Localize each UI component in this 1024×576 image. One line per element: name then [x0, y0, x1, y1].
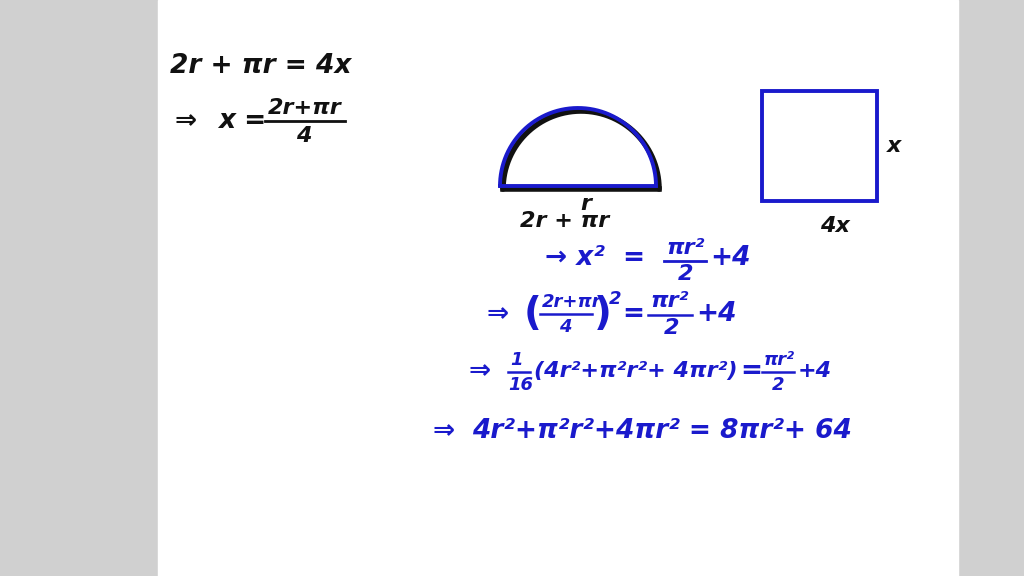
Bar: [958, 0, 1024, 576]
Text: +4: +4: [696, 301, 736, 327]
Text: r: r: [581, 194, 592, 214]
Text: 4: 4: [559, 318, 571, 336]
Text: 2r+πr: 2r+πr: [542, 293, 602, 311]
Text: 2: 2: [678, 264, 693, 284]
Text: 16: 16: [508, 376, 534, 394]
Bar: [762, 91, 877, 201]
Text: 4x: 4x: [819, 216, 850, 236]
Text: (: (: [524, 295, 542, 333]
Text: x: x: [887, 136, 901, 156]
Text: 2r + πr: 2r + πr: [520, 211, 609, 231]
Text: ⇒: ⇒: [468, 358, 490, 384]
Text: 2: 2: [664, 318, 680, 338]
Text: ⇒: ⇒: [175, 108, 198, 134]
Text: 4: 4: [296, 126, 311, 146]
Text: +4: +4: [798, 361, 833, 381]
Text: (4r²+π²r²+ 4πr²): (4r²+π²r²+ 4πr²): [534, 361, 737, 381]
Text: πr²: πr²: [764, 351, 795, 369]
Text: 4r²+π²r²+4πr² = 8πr²+ 64: 4r²+π²r²+4πr² = 8πr²+ 64: [472, 418, 852, 444]
Text: ): ): [594, 295, 612, 333]
Bar: [158, 0, 958, 576]
Bar: [0, 0, 158, 576]
Text: 2r + πr = 4x: 2r + πr = 4x: [170, 53, 351, 79]
Text: =: =: [622, 301, 644, 327]
Text: =: =: [740, 358, 762, 384]
Text: 2: 2: [772, 376, 784, 394]
Text: 1: 1: [510, 351, 522, 369]
Text: 2: 2: [609, 290, 622, 308]
Text: → x²  =: → x² =: [545, 245, 645, 271]
Text: ⇒: ⇒: [486, 301, 508, 327]
Text: x =: x =: [218, 108, 266, 134]
Text: ⇒: ⇒: [432, 418, 454, 444]
Text: πr²: πr²: [666, 238, 705, 258]
Text: πr²: πr²: [650, 291, 688, 311]
Text: +4: +4: [710, 245, 751, 271]
Text: 2r+πr: 2r+πr: [268, 98, 342, 118]
